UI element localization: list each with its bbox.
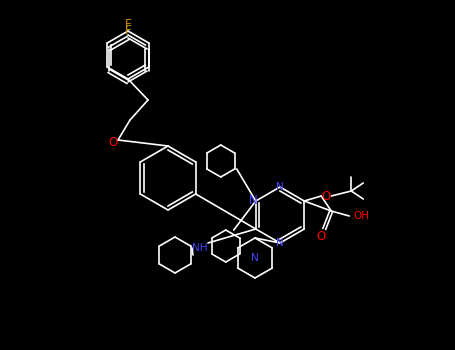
Text: O: O — [322, 189, 331, 203]
Text: N: N — [251, 253, 259, 263]
Text: N: N — [248, 195, 257, 208]
Text: OH: OH — [353, 211, 369, 221]
Text: O: O — [108, 136, 118, 149]
Text: N: N — [276, 182, 284, 192]
Text: F: F — [125, 23, 131, 36]
Text: N: N — [276, 238, 284, 248]
Text: F: F — [125, 18, 131, 30]
Text: NH: NH — [192, 243, 208, 253]
Text: O: O — [317, 230, 326, 243]
